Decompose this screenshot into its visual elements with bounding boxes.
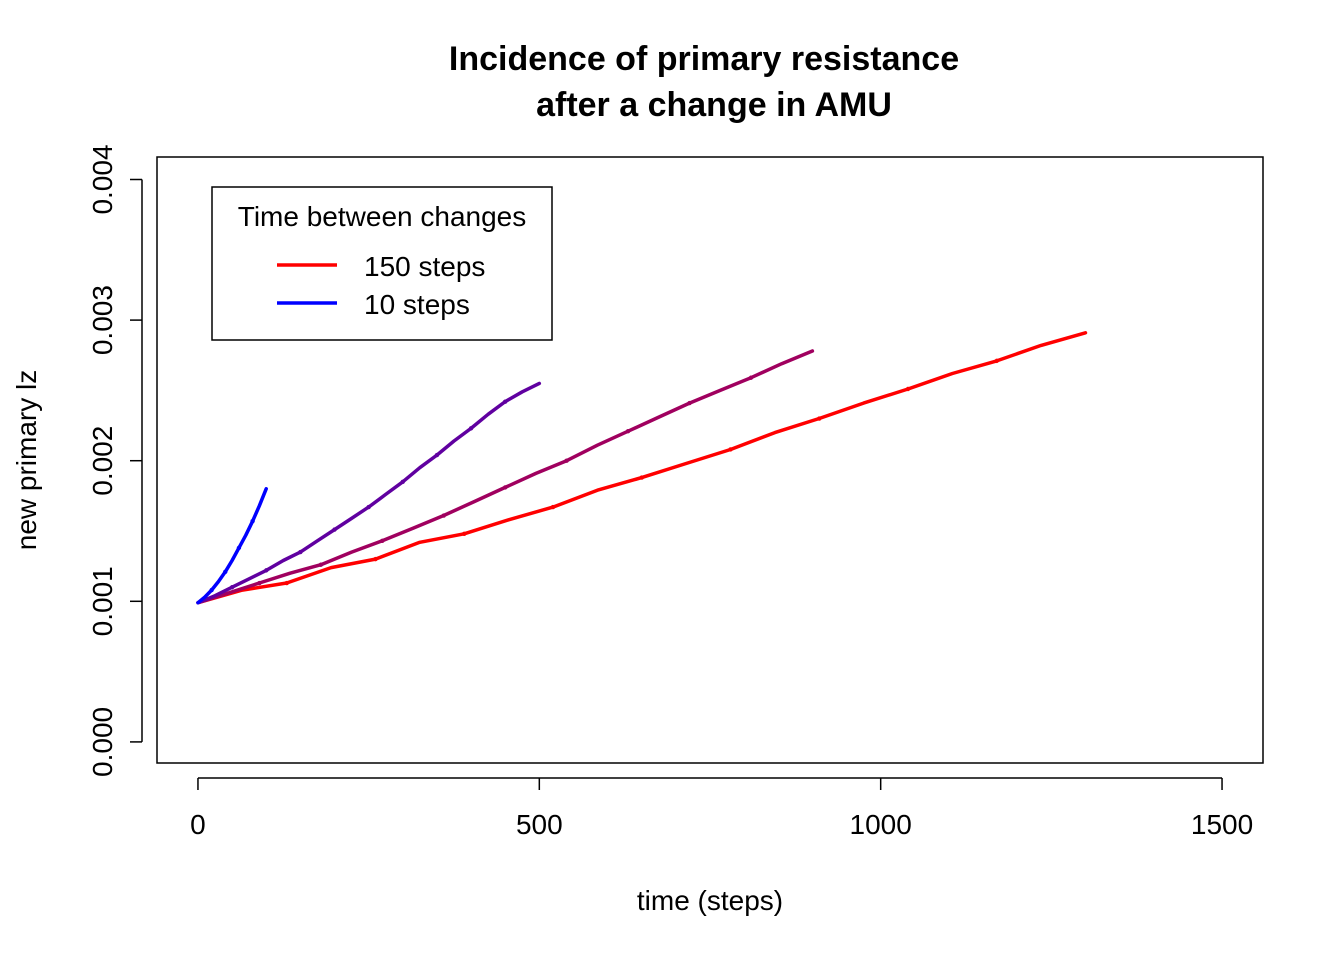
data-point <box>236 545 242 551</box>
data-point <box>817 416 822 421</box>
series-line-1 <box>196 349 815 605</box>
data-point <box>250 518 255 524</box>
chart-title-line1: Incidence of primary resistance <box>449 40 959 78</box>
legend-box <box>211 186 553 341</box>
x-tick-label: 1500 <box>1191 809 1253 840</box>
data-point <box>905 386 911 392</box>
data-point <box>462 531 467 537</box>
data-point <box>728 447 733 452</box>
data-point <box>298 549 303 555</box>
data-point <box>229 585 235 590</box>
x-axis: 0 500 1000 1500 <box>190 777 1253 840</box>
series-line-3 <box>196 487 268 605</box>
y-tick-label: 0.003 <box>87 285 118 355</box>
data-point <box>223 569 228 574</box>
data-point <box>625 428 631 434</box>
data-point <box>284 580 289 586</box>
x-tick-label: 0 <box>190 809 206 840</box>
data-point <box>468 426 474 431</box>
y-axis-label: new primary lz <box>11 370 42 550</box>
x-axis-label: time (steps) <box>637 885 783 916</box>
data-point <box>380 538 385 544</box>
data-point <box>687 400 692 406</box>
series-group <box>196 331 1088 605</box>
data-point <box>264 568 269 573</box>
legend-title: Time between changes <box>238 201 526 232</box>
data-point <box>332 527 337 532</box>
y-tick-label: 0.002 <box>87 426 118 496</box>
legend-label-150-steps: 150 steps <box>364 251 485 282</box>
x-tick-label: 500 <box>516 809 563 840</box>
data-point <box>994 358 999 364</box>
data-point <box>366 504 371 510</box>
legend-label-10-steps: 10 steps <box>364 289 470 320</box>
data-point <box>502 485 508 490</box>
data-point <box>441 513 446 518</box>
data-point <box>639 475 644 480</box>
plot-frame <box>156 156 1264 764</box>
data-point <box>318 562 324 567</box>
y-tick-label: 0.000 <box>87 707 118 777</box>
y-axis: 0.000 0.001 0.002 0.003 0.004 <box>87 144 143 777</box>
data-point <box>400 479 405 484</box>
data-point <box>257 580 262 586</box>
data-point <box>209 587 214 593</box>
data-point <box>373 556 378 562</box>
data-point <box>550 504 556 510</box>
y-tick-label: 0.004 <box>87 144 118 214</box>
legend: Time between changes 150 steps 10 steps <box>211 186 553 341</box>
data-point <box>434 452 440 458</box>
x-tick-label: 1000 <box>850 809 912 840</box>
chart-title-line2: after a change in AMU <box>536 86 892 124</box>
data-point <box>748 375 754 380</box>
y-tick-label: 0.001 <box>87 566 118 636</box>
data-point <box>502 399 508 404</box>
data-point <box>564 458 569 463</box>
series-line-2 <box>196 381 542 605</box>
